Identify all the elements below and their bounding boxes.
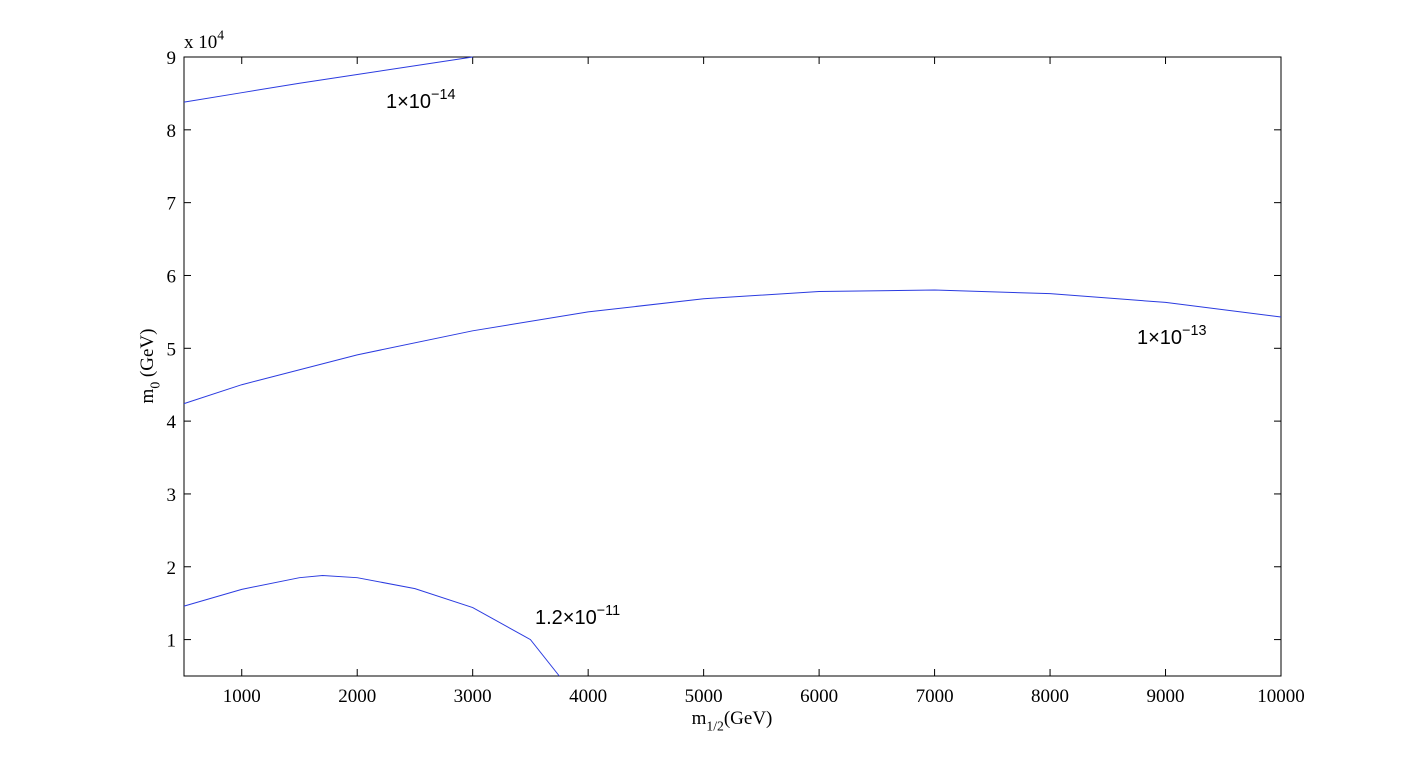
y-axis-label-part: m — [137, 388, 158, 403]
x-axis-label-part: 1/2 — [706, 719, 724, 734]
x-tick-label: 6000 — [800, 686, 838, 707]
x-tick-label: 10000 — [1257, 686, 1305, 707]
y-multiplier-part: x 10 — [184, 32, 217, 53]
x-axis-label-part: (GeV) — [724, 708, 773, 729]
contour-label: 1×10−13​ — [1137, 323, 1206, 349]
y-multiplier-part: 4 — [217, 27, 224, 42]
y-tick-label: 2 — [167, 558, 177, 579]
y-tick-label: 3 — [167, 485, 177, 506]
x-axis-label: m1/2​(GeV) — [692, 708, 773, 734]
contour-line — [183, 56, 473, 103]
x-tick-label: 1000 — [223, 686, 261, 707]
plot-frame — [183, 56, 1282, 677]
y-axis-label: m0​ (GeV) — [137, 329, 163, 404]
x-tick-label: 9000 — [1147, 686, 1185, 707]
y-tick-label: 1 — [167, 631, 177, 652]
y-tick-label: 8 — [167, 121, 177, 142]
contour-line — [183, 289, 1282, 405]
x-axis-label-part: m — [692, 708, 707, 729]
x-tick-label: 3000 — [454, 686, 492, 707]
contour-line — [183, 575, 560, 677]
y-tick-label: 5 — [167, 339, 177, 360]
x-tick-label: 7000 — [916, 686, 954, 707]
y-tick-label: 7 — [167, 194, 177, 215]
contour-label-part: −13 — [1182, 323, 1206, 339]
contour-label-part: 1.2×10 — [535, 607, 597, 629]
x-tick-label: 5000 — [685, 686, 723, 707]
contour-label-part: 1×10 — [386, 91, 431, 113]
contour-label: 1.2×10−11​ — [535, 603, 620, 629]
contour-label-part: −11 — [597, 603, 620, 619]
x-tick-label: 4000 — [569, 686, 607, 707]
y-axis-label-part: 0 — [148, 382, 163, 389]
contour-label-part: −14 — [431, 87, 455, 103]
contour-label: 1×10−14​ — [386, 87, 455, 113]
y-multiplier: x 104​ — [184, 27, 224, 53]
y-tick-label: 9 — [167, 48, 177, 69]
contour-label-part: 1×10 — [1137, 327, 1182, 349]
y-tick-label: 6 — [167, 266, 177, 287]
x-tick-label: 2000 — [338, 686, 376, 707]
x-tick-label: 8000 — [1031, 686, 1069, 707]
y-tick-label: 4 — [167, 412, 177, 433]
y-axis-label-part: (GeV) — [137, 329, 158, 382]
